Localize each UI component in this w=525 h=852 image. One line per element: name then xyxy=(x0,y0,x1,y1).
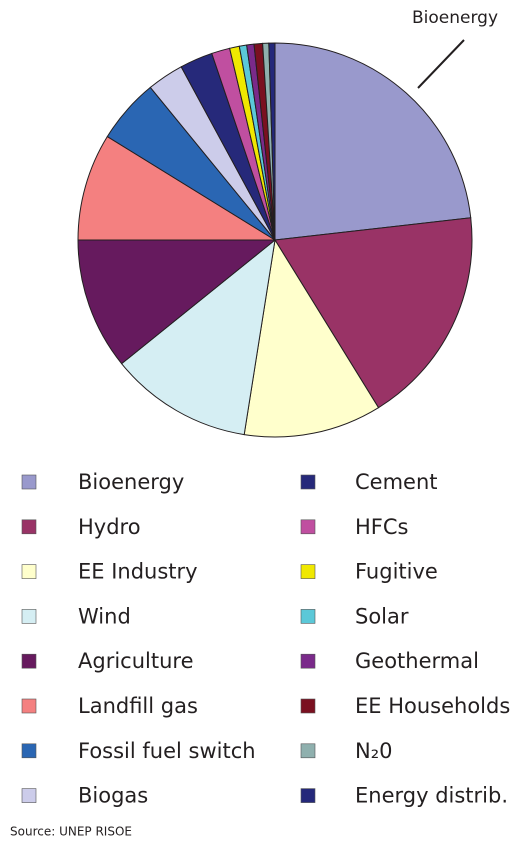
legend-swatch xyxy=(21,743,37,759)
legend-label: Geothermal xyxy=(355,649,479,673)
legend-swatch xyxy=(21,653,37,669)
legend-label: Solar xyxy=(355,604,409,628)
legend-swatch xyxy=(300,788,316,803)
pie-slice xyxy=(274,42,472,241)
legend-swatch xyxy=(300,743,316,759)
legend-label: HFCs xyxy=(355,515,408,539)
legend-label: Wind xyxy=(78,604,131,628)
legend-swatch xyxy=(300,519,316,535)
legend-swatch xyxy=(300,653,316,669)
legend-label: Energy distrib. xyxy=(355,784,508,808)
legend-label: Fugitive xyxy=(355,560,438,584)
legend-swatch xyxy=(21,564,37,579)
pie-slice xyxy=(77,239,277,365)
legend-swatch xyxy=(300,564,316,579)
legend-swatch xyxy=(300,698,316,714)
legend-swatch xyxy=(21,698,37,714)
legend-label: Hydro xyxy=(78,515,141,539)
legend-label: Landfill gas xyxy=(78,694,198,718)
pie-slice xyxy=(243,238,380,438)
legend-label: Bioenergy xyxy=(78,470,184,494)
legend-swatch xyxy=(21,519,37,535)
legend-label: Biogas xyxy=(78,784,148,808)
legend-label: EE Industry xyxy=(78,560,198,584)
legend-label: Agriculture xyxy=(78,649,194,673)
legend-label: Fossil fuel switch xyxy=(78,739,256,763)
pie-slice xyxy=(120,238,276,436)
leader-line xyxy=(417,39,465,89)
legend-swatch xyxy=(21,788,37,803)
legend-label: EE Households xyxy=(355,694,510,718)
legend-swatch xyxy=(300,609,316,624)
legend-swatch xyxy=(21,474,37,490)
pie-slice xyxy=(274,217,473,409)
source: Source: UNEP RISOE xyxy=(10,825,132,839)
annotation: Bioenergy xyxy=(412,8,498,28)
legend-swatch xyxy=(21,609,37,624)
legend-label: N₂0 xyxy=(355,739,393,763)
pie-slice xyxy=(268,42,276,241)
legend-label: Cement xyxy=(355,470,438,494)
pie-slice xyxy=(77,135,277,241)
legend-swatch xyxy=(300,474,316,490)
